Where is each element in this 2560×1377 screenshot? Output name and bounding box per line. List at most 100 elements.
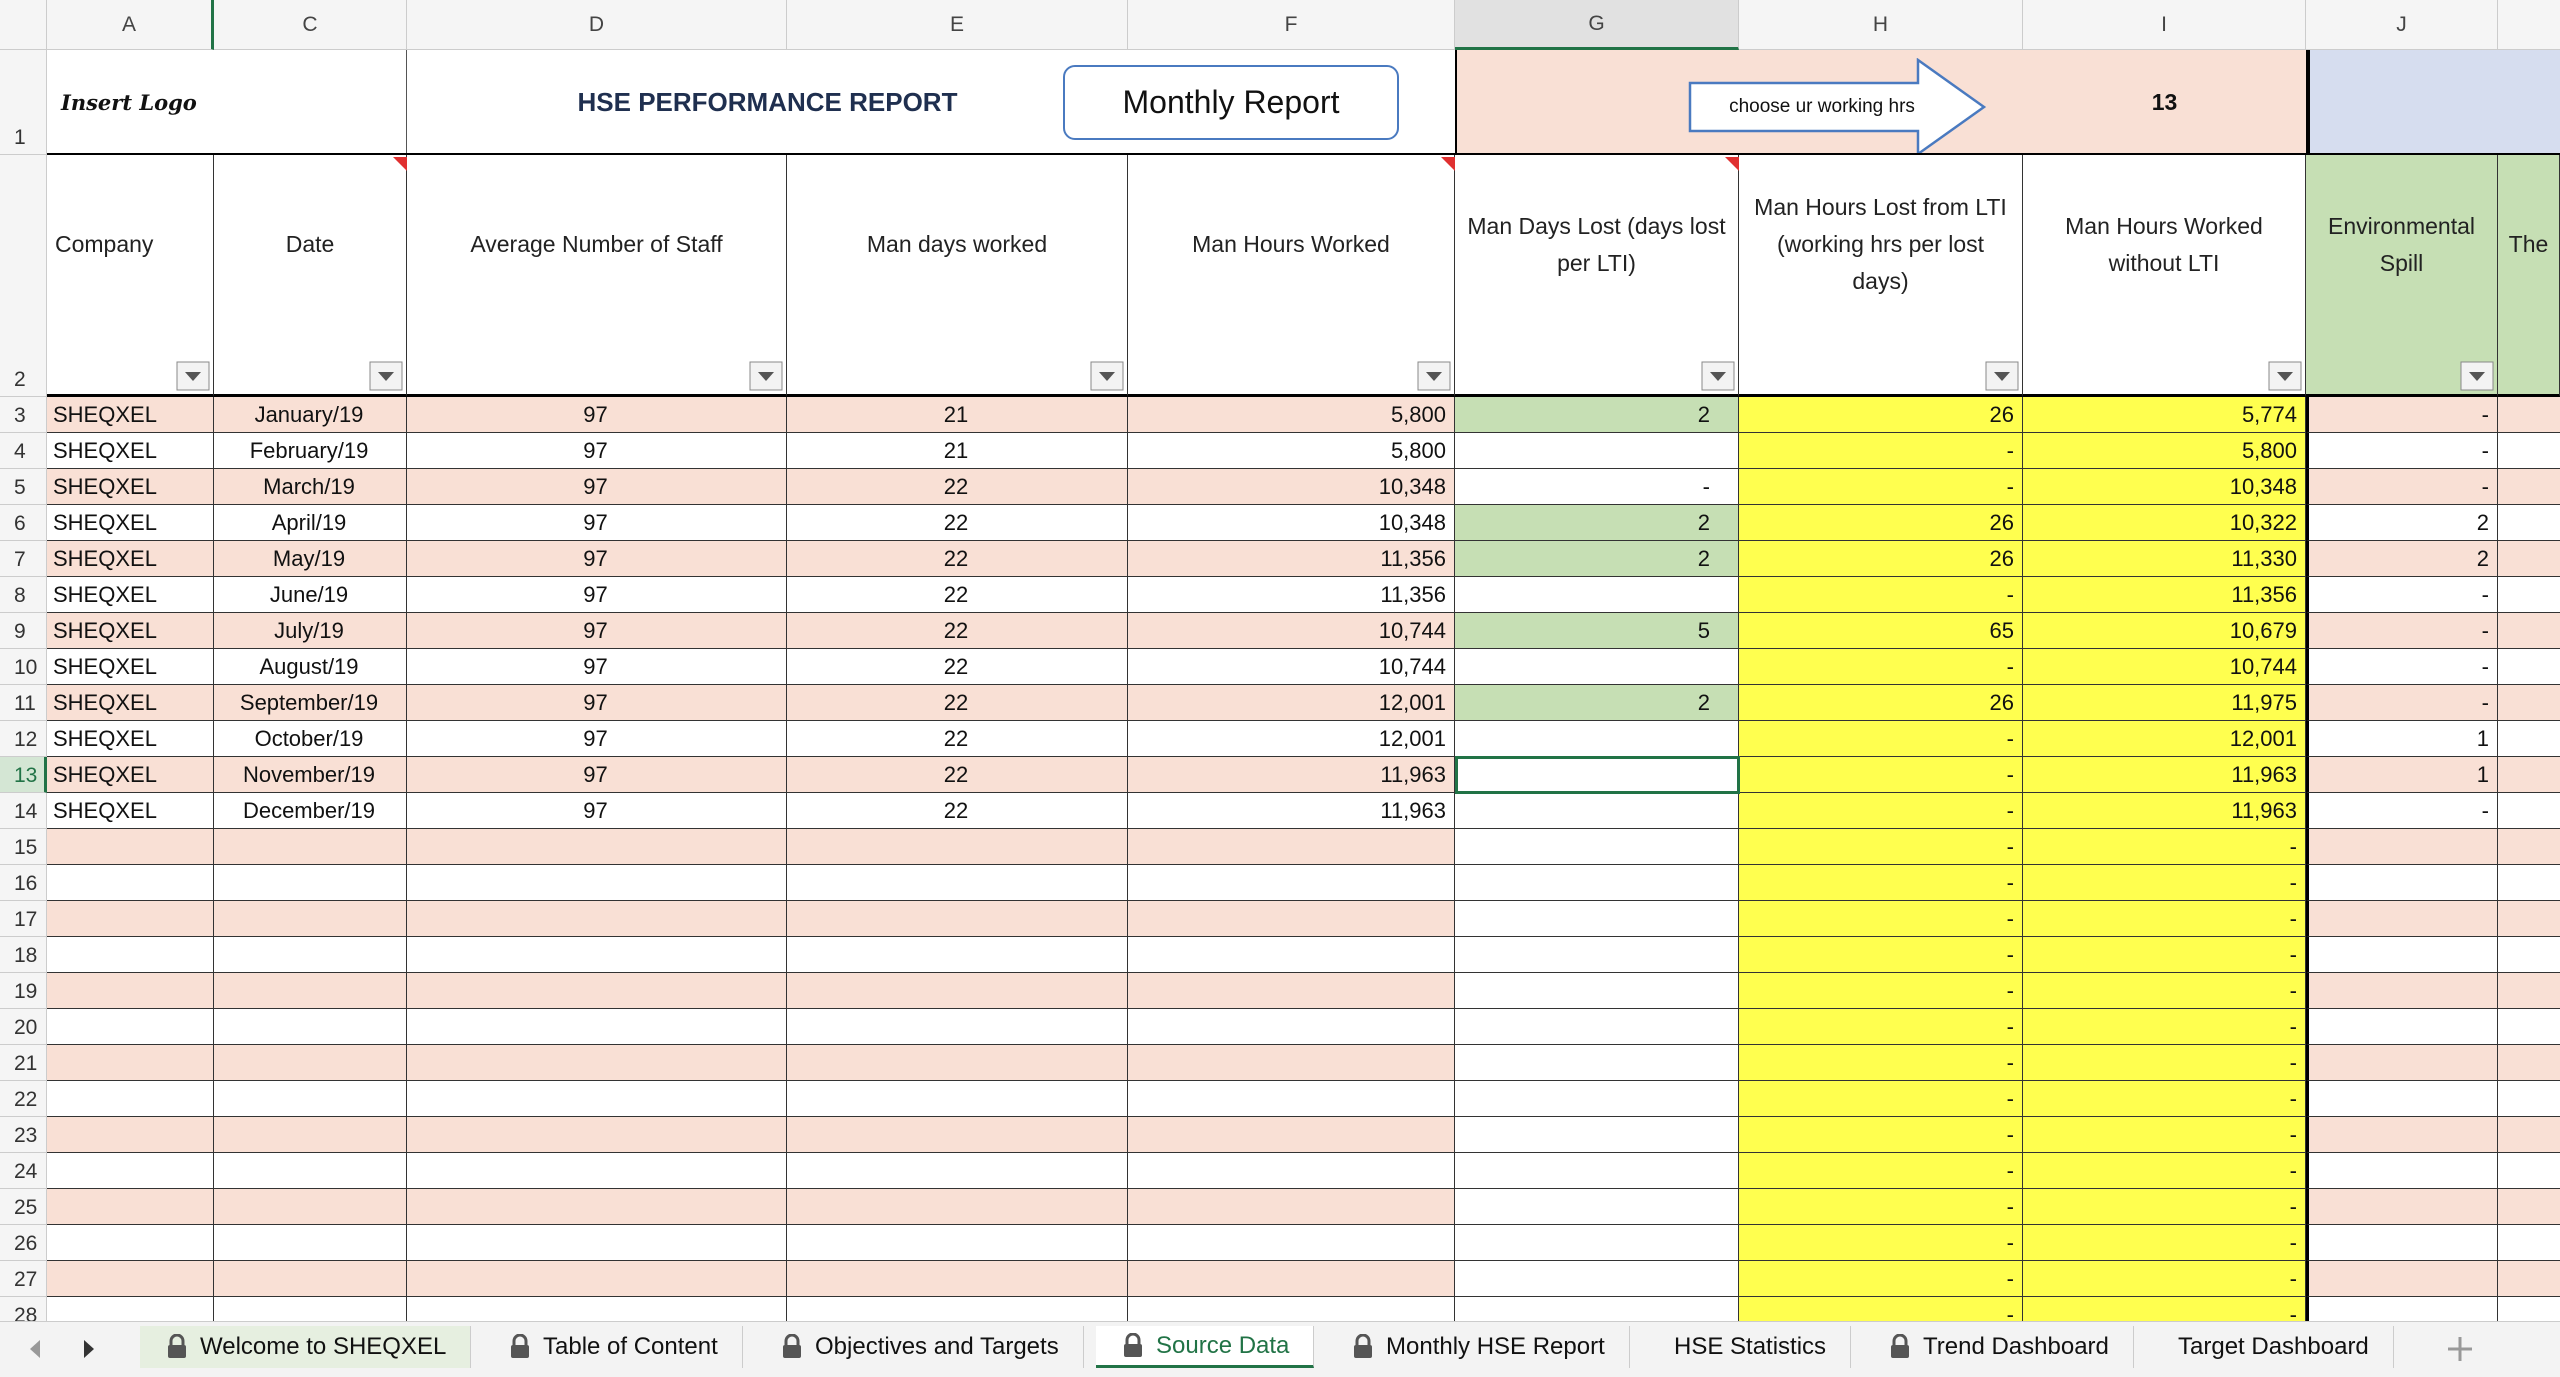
- cell: SHEQXEL: [47, 685, 214, 721]
- cell: [1455, 649, 1739, 685]
- cell: 2: [2306, 541, 2498, 577]
- sheet-tab[interactable]: Objectives and Targets: [755, 1326, 1084, 1368]
- cell: 97: [407, 793, 787, 829]
- cell: [407, 1081, 787, 1117]
- column-title: Man Hours Worked: [1128, 155, 1455, 397]
- cell: [214, 1261, 407, 1297]
- column-title: The: [2498, 155, 2560, 397]
- cell: [1455, 973, 1739, 1009]
- filter-button[interactable]: [1417, 361, 1451, 391]
- cell: 97: [407, 397, 787, 433]
- filter-button[interactable]: [1701, 361, 1735, 391]
- cell: [2498, 1189, 2560, 1225]
- cell: 97: [407, 577, 787, 613]
- cell: [407, 1297, 787, 1321]
- column-title: Company: [47, 155, 214, 397]
- cell: [1128, 829, 1455, 865]
- column-header: F: [1128, 0, 1455, 50]
- cell: [2498, 1225, 2560, 1261]
- plus-icon[interactable]: [2445, 1334, 2475, 1364]
- cell: [787, 1261, 1128, 1297]
- row-header: 23: [0, 1117, 47, 1153]
- sheet-tab[interactable]: HSE Statistics: [1642, 1326, 1852, 1368]
- cell: 22: [787, 541, 1128, 577]
- cell: 12,001: [2023, 721, 2306, 757]
- cell: [214, 1189, 407, 1225]
- sheet-tab[interactable]: Trend Dashboard: [1863, 1326, 2134, 1368]
- cell: -: [1739, 1009, 2023, 1045]
- cell: 11,963: [2023, 793, 2306, 829]
- cell: 22: [787, 613, 1128, 649]
- cell: 97: [407, 685, 787, 721]
- cell: [214, 1297, 407, 1321]
- filter-button[interactable]: [1090, 361, 1124, 391]
- cell: SHEQXEL: [47, 793, 214, 829]
- cell: -: [2023, 829, 2306, 865]
- monthly-report-button[interactable]: Monthly Report: [1063, 65, 1399, 140]
- filter-button[interactable]: [369, 361, 403, 391]
- cell: 11,963: [1128, 793, 1455, 829]
- column-header: A: [47, 0, 214, 50]
- cell: 2: [1455, 397, 1739, 433]
- cell: April/19: [214, 505, 407, 541]
- cell: 97: [407, 469, 787, 505]
- cell: [2306, 901, 2498, 937]
- lock-icon: [783, 1334, 801, 1358]
- cell: 65: [1739, 613, 2023, 649]
- cell: -: [1739, 1153, 2023, 1189]
- comment-indicator: [393, 157, 407, 171]
- row-header: 28: [0, 1297, 47, 1321]
- sheet-tab[interactable]: Target Dashboard: [2146, 1326, 2394, 1368]
- cell: 26: [1739, 685, 2023, 721]
- sheet-tab[interactable]: Welcome to SHEQXEL: [140, 1326, 472, 1368]
- column-header: [2498, 0, 2560, 50]
- tab-label: Target Dashboard: [2178, 1333, 2369, 1360]
- cell: [1128, 865, 1455, 901]
- cell: 10,744: [1128, 613, 1455, 649]
- filter-button[interactable]: [2460, 361, 2494, 391]
- cell: March/19: [214, 469, 407, 505]
- cell: September/19: [214, 685, 407, 721]
- tab-scroll-arrows[interactable]: [22, 1336, 102, 1362]
- cell: [1128, 1189, 1455, 1225]
- row-header: 21: [0, 1045, 47, 1081]
- sheet-tab[interactable]: Table of Content: [483, 1326, 743, 1368]
- cell: -: [1739, 829, 2023, 865]
- cell: June/19: [214, 577, 407, 613]
- cell: 22: [787, 649, 1128, 685]
- column-title: Man Days Lost (days lost per LTI): [1455, 155, 1739, 397]
- cell: [407, 1225, 787, 1261]
- cell: [2498, 649, 2560, 685]
- sheet-tab[interactable]: Source Data: [1096, 1326, 1315, 1368]
- arrow-label: choose ur working hrs: [1729, 96, 1915, 117]
- cell: 11,356: [1128, 541, 1455, 577]
- cell: 22: [787, 793, 1128, 829]
- corner: [0, 0, 47, 50]
- filter-button[interactable]: [2268, 361, 2302, 391]
- row-header: 24: [0, 1153, 47, 1189]
- sheet-tab[interactable]: Monthly HSE Report: [1326, 1326, 1630, 1368]
- cell: [2306, 1153, 2498, 1189]
- row-header: 27: [0, 1261, 47, 1297]
- cell: -: [2023, 1009, 2306, 1045]
- lock-icon: [1891, 1334, 1909, 1358]
- cell: 2: [1455, 541, 1739, 577]
- lock-icon: [1354, 1334, 1372, 1358]
- row-header: 22: [0, 1081, 47, 1117]
- filter-button[interactable]: [176, 361, 210, 391]
- cell: [47, 1261, 214, 1297]
- filter-button[interactable]: [1985, 361, 2019, 391]
- cell: 22: [787, 721, 1128, 757]
- row-header: 15: [0, 829, 47, 865]
- cell: -: [1739, 469, 2023, 505]
- cell: 2: [1455, 505, 1739, 541]
- cell: 11,963: [2023, 757, 2306, 793]
- cell: [2498, 433, 2560, 469]
- column-title: Environmental Spill: [2306, 155, 2498, 397]
- report-title: HSE PERFORMANCE REPORT: [577, 87, 958, 117]
- cell: -: [2023, 1117, 2306, 1153]
- cell: 1: [2306, 757, 2498, 793]
- filter-button[interactable]: [749, 361, 783, 391]
- cell: [407, 1117, 787, 1153]
- cell: [2306, 829, 2498, 865]
